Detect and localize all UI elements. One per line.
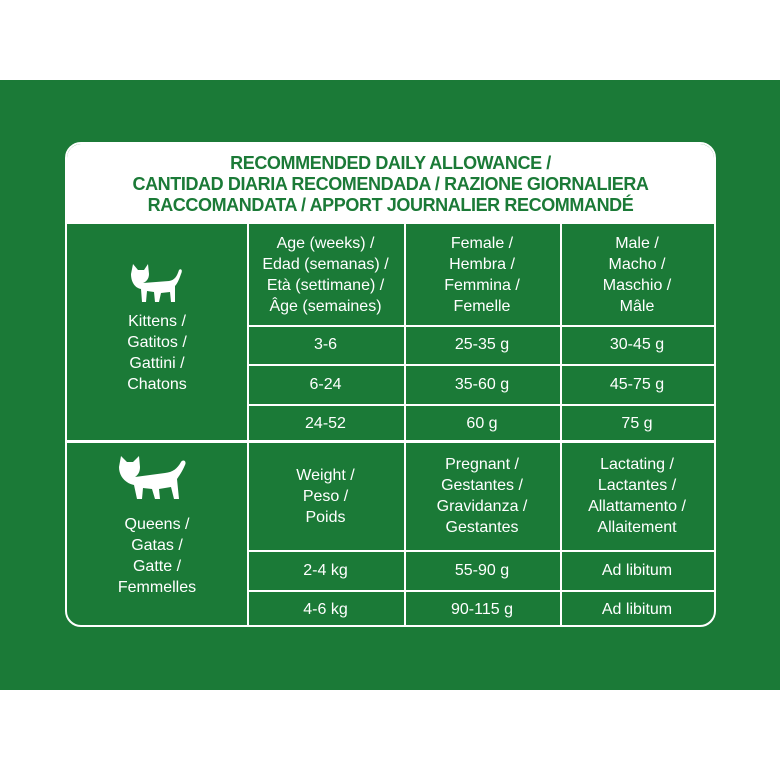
divider [404, 442, 406, 625]
cell-text: Ad libitum [601, 601, 673, 618]
value-cell: 35-60 g [404, 364, 560, 404]
cell-text: 25-35 g [454, 336, 510, 353]
value-cell: 55-90 g [404, 550, 560, 590]
value-cell: 45-75 g [560, 364, 714, 404]
text-line: Male / [615, 234, 659, 252]
header-cell: Age (weeks) / Edad (semanas) / Età (settim… [247, 224, 404, 325]
header-cell: Female / Hembra / Femmina / Femelle [404, 224, 560, 325]
cell-text: 55-90 g [454, 561, 510, 579]
value-cell: 4-6 kg [247, 590, 404, 625]
cell-text: 4-6 kg [303, 601, 348, 618]
text-line: Macho / [608, 255, 666, 273]
divider [67, 223, 714, 224]
value-cell: 24-52 [247, 404, 404, 442]
divider [560, 442, 562, 625]
text-line: Gattini / [129, 355, 185, 372]
text-line: RECOMMENDED DAILY ALLOWANCE / [230, 152, 551, 173]
text-line: Gatte / [132, 557, 182, 575]
divider [247, 224, 249, 442]
text-line: Gravidanza / [436, 498, 528, 515]
value-cell: Ad libitum [560, 590, 714, 625]
text-line: Âge (semaines) [269, 297, 382, 315]
text-line: Lactantes / [597, 477, 677, 494]
cell-text: 45-75 g [609, 375, 665, 393]
text-line: Queens / [124, 515, 190, 533]
text-line: Gatas / [131, 536, 183, 554]
text-line: Kittens / [128, 313, 186, 330]
header-cell: Pregnant / Gestantes / Gravidanza / Gestant… [404, 442, 560, 550]
value-cell: 90-115 g [404, 590, 560, 625]
queen-icon [119, 456, 186, 499]
divider [404, 224, 406, 442]
text-line: Age (weeks) / [276, 234, 375, 252]
text-line: Allaitement [597, 519, 677, 536]
text-line: Maschio / [602, 276, 672, 294]
text-line: Femelle [453, 297, 511, 315]
value-cell: 6-24 [247, 364, 404, 404]
cell-text: 30-45 g [609, 336, 665, 353]
divider [247, 404, 714, 406]
divider [247, 325, 714, 327]
text-line: Femmelles [117, 578, 197, 596]
cell-text: 75 g [621, 414, 653, 432]
text-line: Poids [305, 508, 346, 526]
value-cell: 30-45 g [560, 325, 714, 364]
text-line: Lactating / [600, 456, 674, 473]
cell-text: 90-115 g [451, 601, 513, 618]
value-cell: 60 g [404, 404, 560, 442]
value-cell: 2-4 kg [247, 550, 404, 590]
cell-text: 6-24 [309, 375, 342, 393]
section-label: Queens / Gatas / Gatte / Femmelles [67, 482, 247, 625]
text-line: Edad (semanas) / [262, 255, 389, 273]
cell-text: 24-52 [305, 414, 346, 432]
kitten-icon [131, 264, 182, 302]
table-title: RECOMMENDED DAILY ALLOWANCE / CANTIDAD DI… [67, 144, 714, 224]
text-line: Femmina / [444, 276, 520, 294]
value-cell: 75 g [560, 404, 714, 442]
divider [247, 550, 714, 552]
value-cell: 3-6 [247, 325, 404, 364]
allowance-table: RECOMMENDED DAILY ALLOWANCE / CANTIDAD DI… [65, 142, 716, 627]
cell-text: 2-4 kg [303, 561, 348, 579]
divider [247, 442, 249, 625]
cell-text: 35-60 g [454, 375, 510, 393]
section-label: Kittens / Gatitos / Gattini / Chatons [67, 264, 247, 442]
value-cell: 25-35 g [404, 325, 560, 364]
header-cell: Lactating / Lactantes / Allattamento / Alla… [560, 442, 714, 550]
divider [560, 224, 562, 442]
text-line: CANTIDAD DIARIA RECOMENDADA / RAZIONE GI… [132, 173, 649, 194]
value-cell: Ad libitum [560, 550, 714, 590]
cell-text: Ad libitum [601, 561, 673, 579]
divider [67, 440, 714, 443]
cell-text: 60 g [466, 414, 498, 432]
text-line: Gestantes / [441, 477, 523, 494]
divider [247, 590, 714, 592]
text-line: Chatons [127, 376, 187, 393]
header-cell: Weight / Peso / Poids [247, 442, 404, 550]
text-line: Peso / [302, 487, 349, 505]
cell-text: 3-6 [313, 336, 338, 353]
text-line: Hembra / [449, 255, 515, 273]
text-line: Età (settimane) / [266, 276, 385, 294]
text-line: Female / [450, 234, 514, 252]
text-line: Gatitos / [127, 334, 187, 351]
text-line: Gestantes [445, 519, 519, 536]
text-line: Weight / [296, 466, 355, 484]
text-line: RACCOMANDATA / APPORT JOURNALIER RECOMMA… [147, 194, 634, 215]
text-line: Pregnant / [445, 456, 519, 473]
header-cell: Male / Macho / Maschio / Mâle [560, 224, 714, 325]
text-line: Mâle [619, 297, 655, 315]
divider [247, 364, 714, 366]
text-line: Allattamento / [588, 498, 686, 515]
